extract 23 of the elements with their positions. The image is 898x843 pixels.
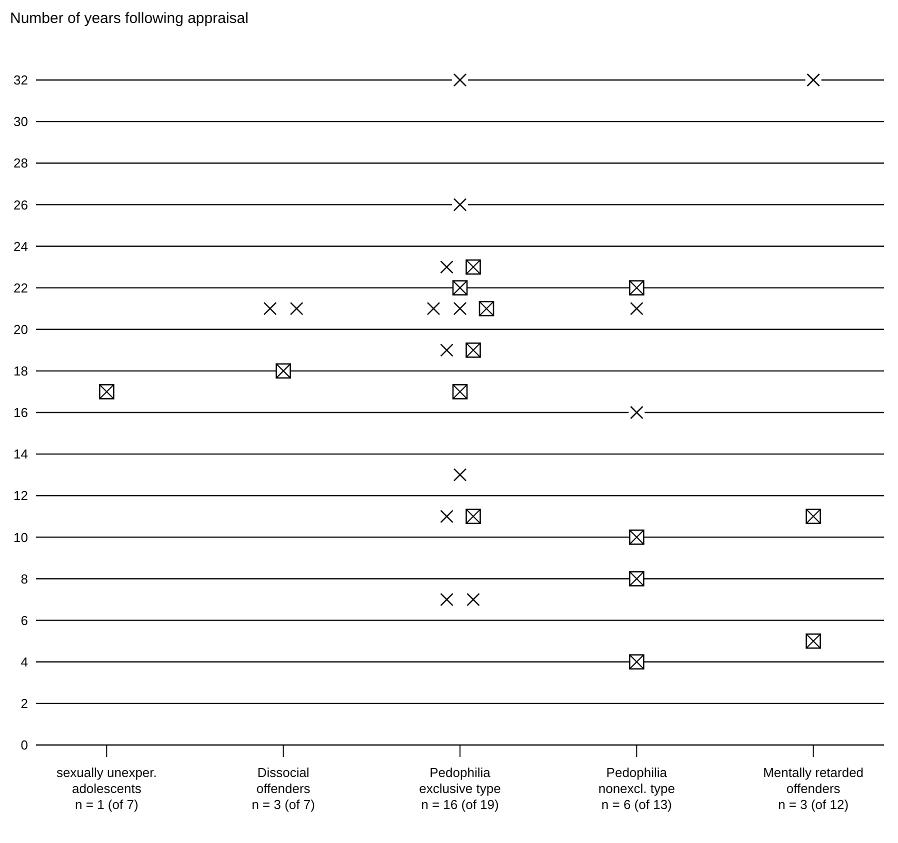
- y-tick-label: 30: [14, 114, 28, 130]
- x-tick-label: Pedophilia exclusive type n = 16 (of 19): [419, 765, 501, 812]
- y-axis-title: Number of years following appraisal: [10, 10, 248, 27]
- y-tick-label: 16: [14, 405, 28, 420]
- x-tick-label: Pedophilia nonexcl. type n = 6 (of 13): [598, 765, 675, 812]
- x-tick-label: Mentally retarded offenders n = 3 (of 12): [763, 765, 864, 812]
- y-tick-label: 26: [14, 197, 28, 212]
- y-tick-label: 6: [20, 612, 28, 628]
- y-tick-label: 22: [14, 280, 28, 296]
- y-tick-label: 0: [20, 738, 28, 753]
- y-tick-label: 4: [20, 654, 28, 670]
- y-tick-label: 10: [14, 530, 28, 545]
- y-tick-label: 20: [14, 322, 28, 337]
- y-tick-label: 24: [14, 238, 28, 254]
- x-tick-label: sexually unexper. adolescents n = 1 (of 7): [56, 765, 157, 812]
- x-tick-label: Dissocial offenders n = 3 (of 7): [252, 765, 315, 812]
- y-tick-label: 8: [20, 571, 28, 586]
- y-tick-label: 32: [14, 72, 28, 88]
- y-tick-label: 12: [14, 488, 28, 504]
- y-tick-label: 18: [14, 364, 28, 379]
- y-tick-label: 2: [20, 696, 28, 712]
- y-tick-label: 28: [14, 156, 28, 171]
- y-tick-label: 14: [14, 446, 28, 462]
